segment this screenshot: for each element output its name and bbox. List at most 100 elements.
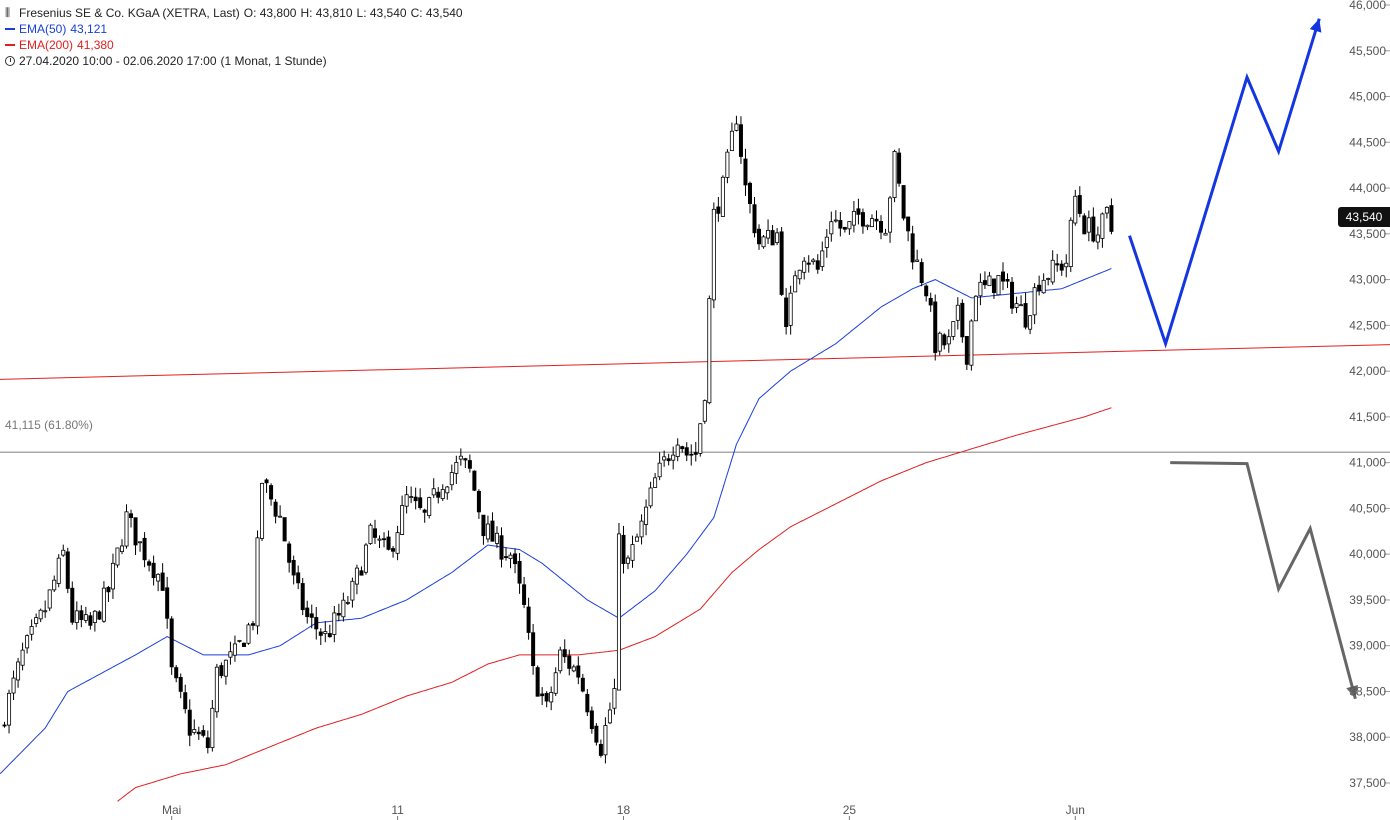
candle-body <box>1109 205 1114 232</box>
candle-body <box>341 599 346 618</box>
candle-body <box>309 613 314 618</box>
candle-body <box>562 649 567 658</box>
candle-body <box>567 655 572 669</box>
candle-body <box>1041 279 1046 294</box>
candle-body <box>851 211 856 226</box>
candle-body <box>228 651 233 658</box>
candle-body <box>409 496 414 499</box>
candle-body <box>354 567 359 585</box>
candle-body <box>20 649 25 666</box>
candle-body <box>585 693 590 713</box>
candle-body <box>897 152 902 184</box>
x-tick-label: Mai <box>162 803 181 817</box>
candle-body <box>829 221 834 235</box>
candle-body <box>684 447 689 456</box>
y-tick-label: 40,500 <box>1349 501 1386 515</box>
candle-body <box>404 494 409 507</box>
candle-body <box>400 505 405 535</box>
candle-body <box>1032 287 1037 316</box>
legend-ema50-row: EMA(50) 43,121 <box>5 21 463 37</box>
x-tick-label: Jun <box>1066 803 1085 817</box>
candle-body <box>138 541 143 544</box>
bear-scenario-arrow <box>1170 461 1357 700</box>
candle-body <box>991 278 996 293</box>
candle-body <box>553 672 558 694</box>
candle-body <box>630 544 635 561</box>
ema50-value: 43,121 <box>70 22 108 36</box>
candle-body <box>106 587 111 593</box>
candle-body <box>1104 206 1109 214</box>
candle-body <box>372 528 377 538</box>
interval-info: (1 Monat, 1 Stunde) <box>220 54 327 68</box>
candle-body <box>332 612 337 635</box>
candle-body <box>431 488 436 496</box>
candle-body <box>784 297 789 327</box>
candle-body <box>165 587 170 619</box>
candle-body <box>345 602 350 604</box>
candle-body <box>639 520 644 538</box>
candle-body <box>1086 217 1091 233</box>
candle-body <box>973 295 978 322</box>
candle-body <box>363 544 368 573</box>
candle-body <box>79 610 84 621</box>
candle-body <box>359 570 364 576</box>
candle-body <box>1046 278 1051 280</box>
y-tick-label: 39,500 <box>1349 593 1386 607</box>
candle-body <box>612 688 617 709</box>
y-tick-label: 45,000 <box>1349 90 1386 104</box>
y-tick-label: 43,500 <box>1349 227 1386 241</box>
date-range: 27.04.2020 10:00 - 02.06.2020 17:00 <box>19 54 217 68</box>
last-price-tag: 43,540 <box>1338 207 1390 227</box>
y-tick-label: 41,000 <box>1349 456 1386 470</box>
candle-body <box>657 462 662 478</box>
candle-body <box>635 536 640 542</box>
candle-body <box>910 233 915 263</box>
candle-body <box>924 285 929 297</box>
high-value: H: 43,810 <box>300 6 353 20</box>
candle-body <box>720 176 725 217</box>
candle-body <box>752 204 757 234</box>
candle-body <box>237 639 242 642</box>
ema50-label: EMA(50) <box>19 22 67 36</box>
candle-body <box>255 537 260 627</box>
candle-body <box>1028 315 1033 330</box>
candle-body <box>1100 213 1105 239</box>
y-tick-label: 39,000 <box>1349 639 1386 653</box>
candle-body <box>174 667 179 679</box>
candle-body <box>47 589 52 609</box>
candle-body <box>445 486 450 494</box>
candle-body <box>616 533 621 691</box>
candle-body <box>662 456 667 461</box>
candle-body <box>621 534 626 565</box>
candle-body <box>1055 263 1060 266</box>
y-tick-label: 37,500 <box>1349 776 1386 790</box>
y-tick-label: 44,500 <box>1349 135 1386 149</box>
candle-body <box>422 509 427 513</box>
candle-body <box>915 259 920 262</box>
candle-body <box>124 511 129 547</box>
candle-body <box>716 206 721 214</box>
candle-body <box>797 269 802 280</box>
candle-body <box>318 631 323 636</box>
candle-body <box>467 460 472 469</box>
candle-body <box>1050 259 1055 283</box>
candle-body <box>874 218 879 222</box>
candle-body <box>377 538 382 541</box>
candle-body <box>427 497 432 516</box>
candle-body <box>607 709 612 724</box>
candle-body <box>644 506 649 525</box>
candle-body <box>1019 304 1024 307</box>
candle-body <box>535 667 540 697</box>
candle-body <box>11 677 16 694</box>
candle-body <box>440 489 445 499</box>
candle-body <box>336 612 341 616</box>
candle-body <box>788 292 793 326</box>
candle-body <box>287 543 292 563</box>
candle-body <box>761 236 766 248</box>
candle-body <box>499 535 504 560</box>
candle-body <box>833 219 838 222</box>
candle-body <box>734 123 739 131</box>
series-line-ema50 <box>0 268 1112 775</box>
candle-body <box>888 197 893 233</box>
